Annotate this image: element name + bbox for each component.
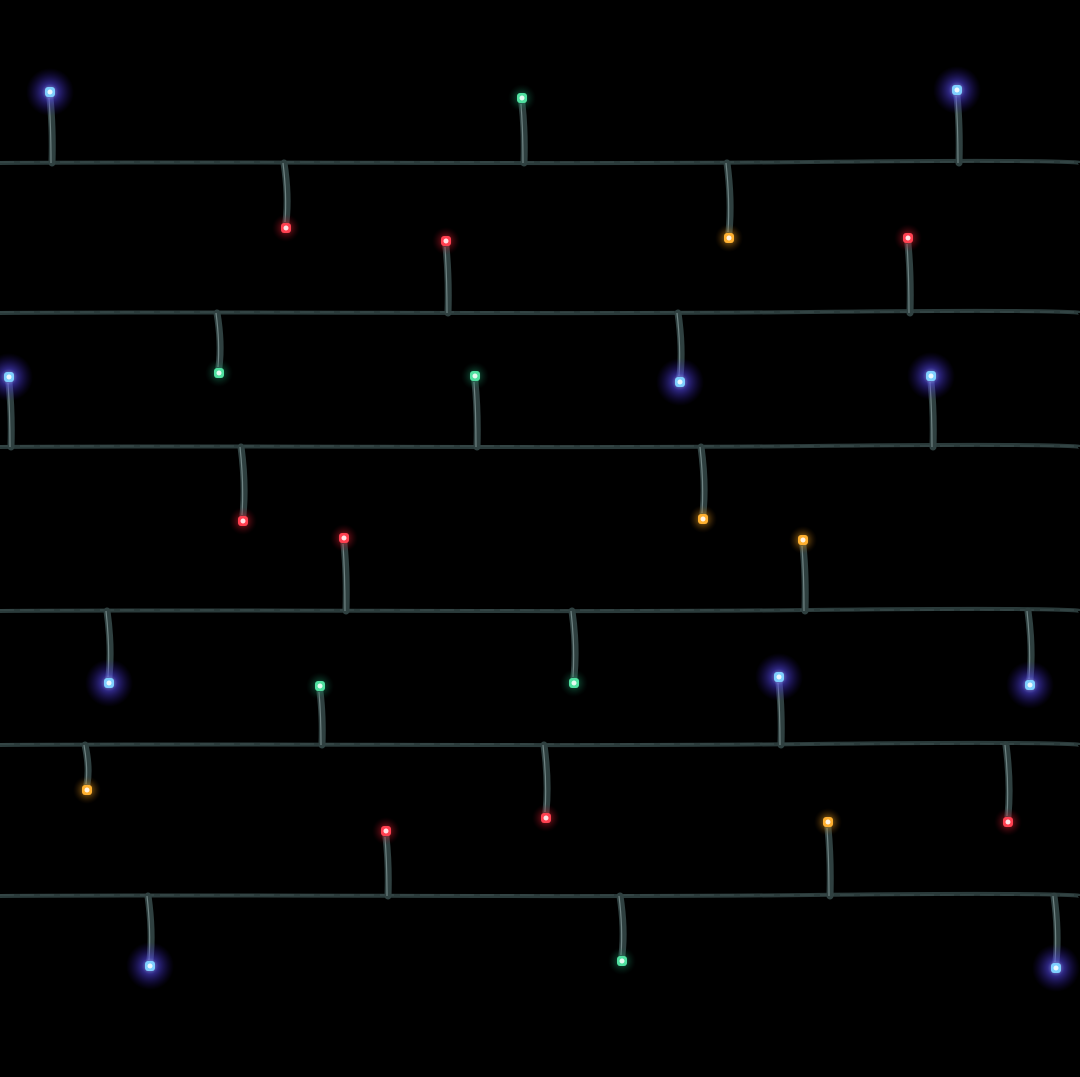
light	[461, 362, 489, 451]
light	[994, 741, 1022, 836]
light	[560, 607, 588, 697]
light	[0, 353, 33, 451]
light	[306, 672, 334, 749]
light	[508, 84, 536, 167]
light	[432, 227, 460, 317]
light	[126, 892, 174, 990]
light	[272, 159, 300, 242]
light-core	[1027, 682, 1033, 688]
light-core	[726, 235, 732, 241]
light	[229, 443, 257, 535]
light	[755, 653, 803, 749]
light-core	[928, 373, 934, 379]
light-core	[700, 516, 706, 522]
light	[205, 309, 233, 387]
light	[1032, 892, 1080, 992]
light	[789, 526, 817, 615]
light-core	[800, 537, 806, 543]
light	[532, 741, 560, 832]
light-core	[472, 373, 478, 379]
light	[814, 808, 842, 900]
light-core	[677, 379, 683, 385]
light-core	[443, 238, 449, 244]
light-core	[383, 828, 389, 834]
light	[26, 68, 74, 167]
light-core	[240, 518, 246, 524]
light-core	[825, 819, 831, 825]
light-core	[317, 683, 323, 689]
light-core	[519, 95, 525, 101]
light	[608, 892, 636, 975]
light-core	[1005, 819, 1011, 825]
light	[715, 159, 743, 252]
light-core	[905, 235, 911, 241]
light-core	[571, 680, 577, 686]
light-core	[147, 963, 153, 969]
light	[372, 817, 400, 900]
light-glow	[0, 353, 33, 401]
light-core	[216, 370, 222, 376]
light	[689, 443, 717, 533]
light-core	[47, 89, 53, 95]
light	[894, 224, 922, 317]
light	[656, 309, 704, 406]
light-core	[106, 680, 112, 686]
light	[73, 741, 101, 804]
light	[907, 352, 955, 451]
light	[85, 607, 133, 707]
light-core	[776, 674, 782, 680]
light-core	[341, 535, 347, 541]
light	[1006, 607, 1054, 709]
light-core	[619, 958, 625, 964]
light	[330, 524, 358, 615]
light	[933, 66, 981, 167]
light-core	[1053, 965, 1059, 971]
light-core	[6, 374, 12, 380]
light-core	[954, 87, 960, 93]
light-core	[84, 787, 90, 793]
light-core	[283, 225, 289, 231]
light-core	[543, 815, 549, 821]
